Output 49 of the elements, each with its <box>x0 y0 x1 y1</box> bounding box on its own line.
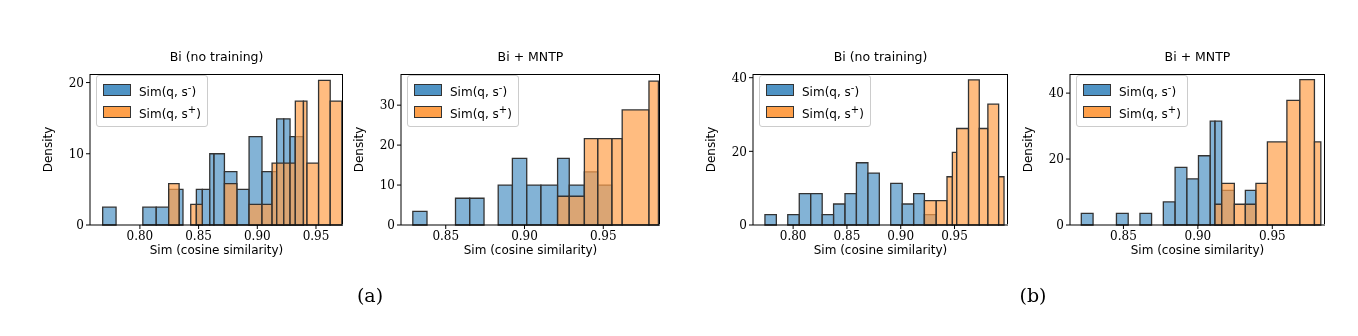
y-tick-label: 0 <box>739 218 747 233</box>
legend-label: Sim(q, s$^{+}$) <box>450 103 512 123</box>
y-tick-label: 20 <box>1048 152 1064 167</box>
y-tick-label: 20 <box>731 144 747 159</box>
y-tick-label: 0 <box>76 218 84 233</box>
chart-title: Bi + MNTP <box>1163 49 1232 64</box>
x-tick-label: 0.90 <box>887 228 915 243</box>
y-tick-label: 20 <box>68 75 84 90</box>
x-tick-label: 0.95 <box>1258 228 1286 243</box>
x-tick-label: 0.90 <box>1184 228 1212 243</box>
text: (a) <box>355 284 385 306</box>
x-tick-label: 0.80 <box>126 228 154 243</box>
y-tick-label: 0 <box>387 218 395 233</box>
y-axis-title: Density <box>704 126 719 173</box>
x-axis-title: Sim (cosine similarity) <box>812 243 949 257</box>
y-tick-label: 10 <box>379 178 395 193</box>
legend-label: Sim(q, s$^{+}$) <box>1119 103 1181 123</box>
y-tick-label: 10 <box>68 147 84 162</box>
legend-label: Sim(q, s$^{+}$) <box>802 103 864 123</box>
y-axis-title: Density <box>41 126 56 173</box>
legend-label: Sim(q, s$^{-}$) <box>139 81 197 101</box>
x-tick-label: 0.95 <box>302 228 330 243</box>
x-axis-title: Sim (cosine similarity) <box>1129 243 1266 257</box>
y-tick-label: 20 <box>379 138 395 153</box>
text: (b) <box>1018 284 1048 306</box>
legend-label: Sim(q, s$^{-}$) <box>802 81 860 101</box>
x-tick-label: 0.95 <box>941 228 968 243</box>
legend-label: Sim(q, s$^{-}$) <box>450 81 508 101</box>
x-tick-label: 0.80 <box>779 228 807 243</box>
x-axis-title: Sim (cosine similarity) <box>462 243 599 257</box>
y-tick-label: 0 <box>1056 218 1064 233</box>
chart-title: Bi (no training) <box>168 49 265 64</box>
x-tick-label: 0.85 <box>1110 228 1137 243</box>
x-axis-title: Sim (cosine similarity) <box>148 243 285 257</box>
y-tick-label: 30 <box>379 98 395 113</box>
x-tick-label: 0.90 <box>243 228 271 243</box>
x-tick-label: 0.85 <box>432 228 460 243</box>
y-tick-label: 40 <box>731 70 747 85</box>
x-tick-label: 0.85 <box>833 228 861 243</box>
chart-title: Bi + MNTP <box>496 49 565 64</box>
y-axis-title: Density <box>352 126 367 173</box>
chart-title: Bi (no training) <box>832 49 929 64</box>
x-tick-label: 0.90 <box>511 228 538 243</box>
y-tick-label: 40 <box>1048 86 1064 101</box>
x-tick-label: 0.85 <box>185 228 212 243</box>
legend-label: Sim(q, s$^{+}$) <box>139 103 201 123</box>
legend-label: Sim(q, s$^{-}$) <box>1119 81 1177 101</box>
y-axis-title: Density <box>1021 126 1036 173</box>
x-tick-label: 0.95 <box>589 228 617 243</box>
